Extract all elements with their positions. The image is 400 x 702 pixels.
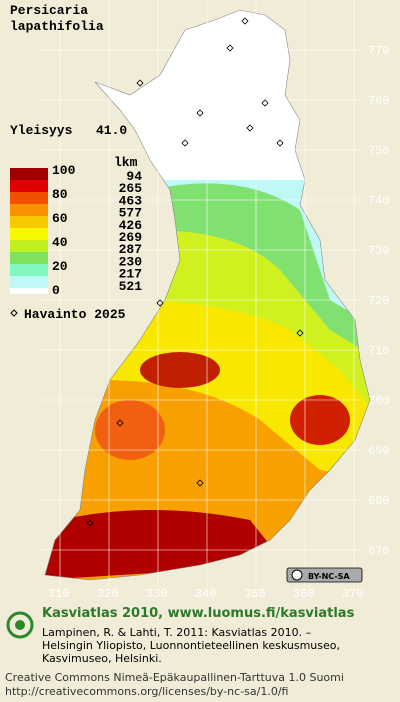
legend-swatch	[10, 228, 48, 240]
observation-markers	[86, 17, 304, 527]
north-label: 670	[368, 544, 390, 558]
legend-swatch	[10, 276, 48, 288]
north-label: 730	[368, 244, 390, 258]
legend-swatch	[10, 204, 48, 216]
count-value: 426	[119, 218, 143, 233]
logo	[15, 620, 25, 630]
north-label: 710	[368, 344, 390, 358]
north-label: 750	[368, 144, 390, 158]
east-label: 330	[146, 587, 168, 601]
count-value: 577	[119, 206, 142, 221]
grid	[40, 0, 360, 585]
legend-swatch	[10, 168, 48, 180]
license: Creative Commons Nimeä-Epäkaupallinen-Ta…	[5, 671, 344, 684]
frequency-value: 41.0	[96, 123, 127, 138]
north-label: 680	[368, 494, 390, 508]
count-value: 230	[119, 254, 143, 269]
legend-swatch	[10, 252, 48, 264]
north-label: 770	[368, 44, 390, 58]
legend-swatch	[10, 240, 48, 252]
north-label: 720	[368, 294, 390, 308]
legend-swatch	[10, 264, 48, 276]
species-name: Persicaria	[10, 3, 88, 18]
scale-label: 100	[52, 163, 76, 178]
scale-label: 40	[52, 235, 68, 250]
marker-symbol	[10, 309, 18, 317]
count-value: 94	[126, 169, 142, 184]
scale-label: 60	[52, 211, 68, 226]
citation: Kasvimuseo, Helsinki.	[42, 652, 162, 665]
north-label: 740	[368, 194, 390, 208]
citation: Helsingin Yliopisto, Luonnontieteellinen…	[42, 639, 340, 652]
count-value: 287	[119, 242, 142, 257]
legend-swatch	[10, 216, 48, 228]
east-label: 370	[342, 587, 364, 601]
north-label: 700	[368, 394, 390, 408]
count-value: 217	[119, 267, 142, 282]
east-label: 350	[244, 587, 266, 601]
observation-label: Havainto 2025	[24, 307, 126, 322]
license-url: http://creativecommons.org/licenses/by-n…	[5, 685, 288, 698]
scale-label: 80	[52, 187, 68, 202]
count-value: 463	[119, 193, 143, 208]
east-label: 310	[48, 587, 70, 601]
license-badge: BY-NC-SA	[286, 567, 363, 583]
count-header: lkm	[114, 155, 138, 170]
east-label: 360	[293, 587, 315, 601]
scale-label: 0	[52, 283, 60, 298]
north-label: 760	[368, 94, 390, 108]
scale-label: 20	[52, 259, 68, 274]
legend-swatch	[10, 192, 48, 204]
north-label: 690	[368, 444, 390, 458]
frequency-label: Yleisyys	[10, 123, 73, 138]
citation: Lampinen, R. & Lahti, T. 2011: Kasviatla…	[42, 626, 311, 639]
badge-text: BY-NC-SA	[308, 572, 350, 581]
legend: 100 80 60 40 20 0 9426546357742626928723021752…	[10, 163, 142, 298]
logo	[6, 611, 34, 639]
count-value: 521	[119, 279, 143, 294]
legend-swatch	[10, 288, 48, 294]
east-label: 320	[97, 587, 119, 601]
species-name: lapathifolia	[10, 19, 104, 34]
atlas-title: Kasviatlas 2010, www.luomus.fi/kasviatla…	[42, 606, 355, 621]
legend-swatch	[10, 180, 48, 192]
count-value: 269	[119, 230, 143, 245]
east-label: 340	[195, 587, 217, 601]
count-value: 265	[119, 181, 143, 196]
